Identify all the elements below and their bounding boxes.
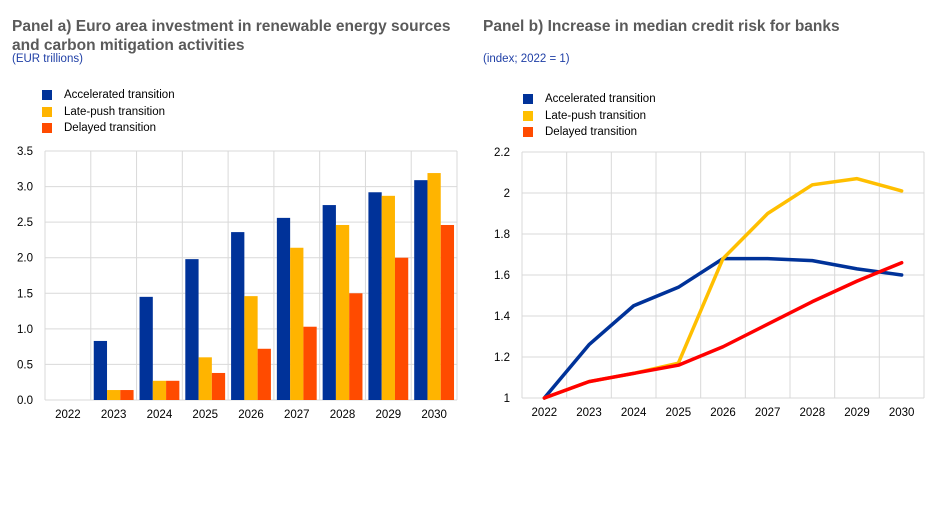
y-tick-label: 2 [504, 188, 510, 200]
x-tick-label: 2028 [800, 407, 826, 419]
legend-item: Accelerated transition [42, 87, 175, 104]
legend-swatch [523, 127, 533, 138]
x-tick-label: 2030 [889, 407, 915, 419]
bar [394, 257, 409, 400]
y-tick-label: 2.2 [494, 147, 510, 159]
x-tick-label: 2029 [376, 409, 402, 421]
x-tick-label: 2026 [238, 409, 264, 421]
legend-item: Late-push transition [42, 104, 175, 121]
y-tick-label: 1.4 [494, 311, 511, 323]
bar [349, 293, 363, 400]
bar [335, 224, 350, 400]
panel-b-title: Panel b) Increase in median credit risk … [483, 18, 840, 35]
legend-item: Late-push transition [523, 108, 656, 125]
x-tick-label: 2028 [330, 409, 356, 421]
series-line [542, 176, 904, 400]
bar [414, 180, 428, 400]
y-tick-label: 1.6 [494, 270, 510, 282]
bar [139, 296, 153, 400]
bar [231, 232, 245, 400]
x-tick-label: 2030 [421, 409, 447, 421]
x-tick-label: 2027 [284, 409, 310, 421]
bar [120, 390, 134, 400]
legend-swatch [42, 106, 52, 117]
legend-label: Late-push transition [64, 105, 166, 118]
y-tick-label: 3.5 [17, 146, 33, 158]
legend-item: Delayed transition [42, 120, 175, 137]
bar [276, 217, 291, 400]
legend-swatch [523, 94, 533, 105]
bar [93, 340, 108, 400]
legend-label: Delayed transition [64, 122, 157, 135]
x-tick-label: 2027 [755, 407, 781, 419]
x-tick-label: 2023 [576, 407, 602, 419]
y-tick-label: 0.5 [17, 359, 33, 371]
x-tick-label: 2025 [666, 407, 692, 419]
bar [440, 224, 455, 400]
legend-item: Accelerated transition [523, 91, 656, 108]
x-tick-label: 2024 [621, 407, 647, 419]
y-tick-label: 1.2 [494, 352, 510, 364]
bar [381, 195, 395, 400]
legend-swatch [523, 110, 533, 121]
panel-b-legend: Accelerated transition Late-push transit… [523, 91, 656, 141]
panel-a-title: Panel a) Euro area investment in renewab… [12, 18, 451, 54]
bar [303, 326, 317, 400]
y-tick-label: 2.0 [17, 253, 33, 265]
bar [244, 296, 258, 400]
x-tick-label: 2026 [710, 407, 736, 419]
bar [152, 380, 167, 400]
panel-a-legend: Accelerated transition Late-push transit… [42, 87, 175, 137]
series-line [542, 260, 904, 400]
legend-swatch [42, 90, 52, 101]
x-tick-label: 2029 [844, 407, 870, 419]
y-tick-label: 1 [504, 393, 510, 405]
x-tick-label: 2025 [192, 409, 218, 421]
legend-label: Delayed transition [545, 126, 638, 139]
panel-a-subtitle: (EUR trillions) [12, 53, 83, 65]
bar [322, 205, 336, 400]
series-line [542, 256, 904, 400]
legend-label: Accelerated transition [545, 93, 656, 106]
legend-swatch [42, 123, 52, 134]
bar [427, 173, 441, 400]
x-tick-label: 2023 [101, 409, 127, 421]
x-tick-label: 2022 [55, 409, 81, 421]
x-tick-label: 2024 [147, 409, 173, 421]
bar [368, 192, 382, 400]
y-tick-label: 1.5 [17, 288, 33, 300]
y-tick-label: 2.5 [17, 217, 33, 229]
bar [211, 372, 226, 400]
y-tick-label: 1.0 [17, 324, 33, 336]
bar [257, 348, 271, 400]
bar [290, 247, 304, 400]
bar [198, 357, 212, 400]
y-tick-label: 3.0 [17, 182, 33, 194]
y-tick-label: 1.8 [494, 229, 510, 241]
bar [166, 380, 180, 400]
bar [107, 390, 121, 400]
y-tick-label: 0.0 [17, 395, 33, 407]
legend-item: Delayed transition [523, 124, 656, 141]
legend-label: Accelerated transition [64, 89, 175, 102]
bar [185, 259, 199, 400]
x-tick-label: 2022 [532, 407, 558, 419]
panel-b-subtitle: (index; 2022 = 1) [483, 53, 570, 65]
legend-label: Late-push transition [545, 109, 647, 122]
